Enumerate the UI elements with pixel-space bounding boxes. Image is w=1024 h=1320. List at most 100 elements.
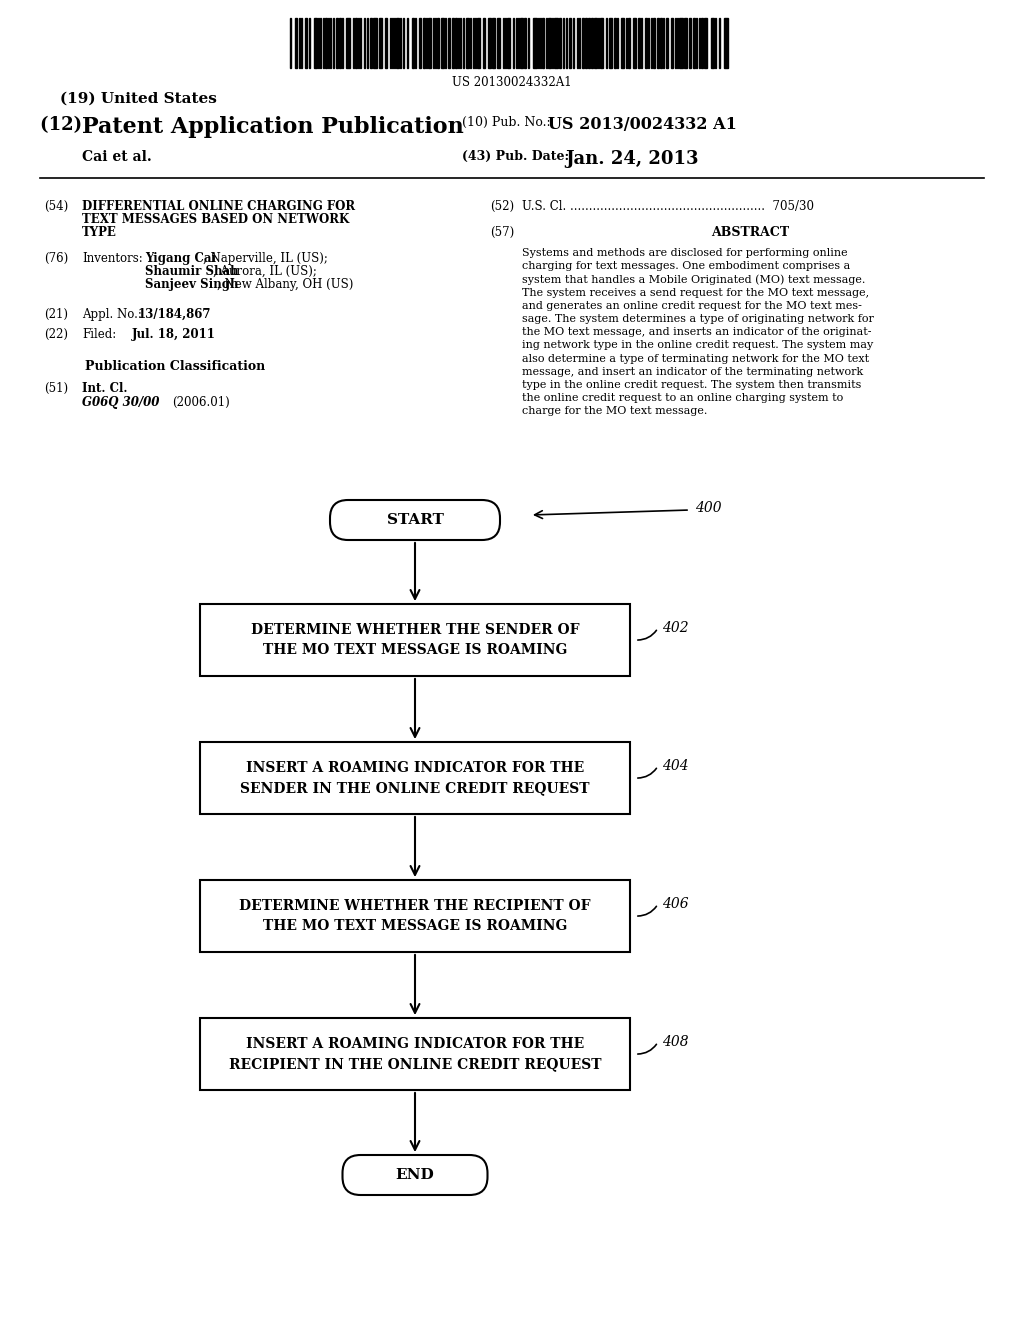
Bar — [666, 18, 668, 69]
Bar — [419, 18, 421, 69]
Bar — [628, 18, 630, 69]
Text: , Aurora, IL (US);: , Aurora, IL (US); — [213, 265, 316, 279]
Text: Publication Classification: Publication Classification — [85, 360, 265, 374]
Bar — [295, 18, 297, 69]
Text: Inventors:: Inventors: — [82, 252, 142, 265]
Text: US 2013/0024332 A1: US 2013/0024332 A1 — [548, 116, 737, 133]
Bar — [455, 18, 457, 69]
Text: (54): (54) — [44, 201, 69, 213]
Bar — [497, 18, 500, 69]
Text: Systems and methods are disclosed for performing online: Systems and methods are disclosed for pe… — [522, 248, 848, 257]
Bar — [441, 18, 444, 69]
Text: Cai et al.: Cai et al. — [82, 150, 152, 164]
Bar — [396, 18, 399, 69]
Text: (12): (12) — [40, 116, 88, 135]
Bar — [711, 18, 714, 69]
Bar — [305, 18, 307, 69]
Text: DETERMINE WHETHER THE RECIPIENT OF: DETERMINE WHETHER THE RECIPIENT OF — [240, 899, 591, 913]
Bar — [542, 18, 544, 69]
Bar — [660, 18, 662, 69]
Bar — [483, 18, 485, 69]
Bar — [588, 18, 590, 69]
Text: system that handles a Mobile Originated (MO) text message.: system that handles a Mobile Originated … — [522, 275, 865, 285]
Text: 404: 404 — [662, 759, 688, 774]
Bar — [621, 18, 624, 69]
Bar — [684, 18, 687, 69]
Bar — [548, 18, 551, 69]
Text: Yigang Cai: Yigang Cai — [145, 252, 216, 265]
Bar — [200, 605, 630, 676]
Bar — [355, 18, 357, 69]
Text: Filed:: Filed: — [82, 327, 117, 341]
Text: The system receives a send request for the MO text message,: The system receives a send request for t… — [522, 288, 869, 297]
Bar — [492, 18, 495, 69]
Bar — [657, 18, 659, 69]
Bar — [373, 18, 377, 69]
Bar — [554, 18, 558, 69]
Bar — [633, 18, 636, 69]
Text: DIFFERENTIAL ONLINE CHARGING FOR: DIFFERENTIAL ONLINE CHARGING FOR — [82, 201, 355, 213]
Bar — [534, 18, 537, 69]
Text: Jan. 24, 2013: Jan. 24, 2013 — [565, 150, 698, 168]
Text: (76): (76) — [44, 252, 69, 265]
Text: RECIPIENT IN THE ONLINE CREDIT REQUEST: RECIPIENT IN THE ONLINE CREDIT REQUEST — [228, 1057, 601, 1071]
Bar — [449, 18, 450, 69]
Bar — [585, 18, 587, 69]
Text: ing network type in the online credit request. The system may: ing network type in the online credit re… — [522, 341, 873, 350]
Text: Sanjeev Singh: Sanjeev Singh — [145, 279, 239, 290]
Text: also determine a type of terminating network for the MO text: also determine a type of terminating net… — [522, 354, 869, 363]
Bar — [423, 18, 425, 69]
Text: 400: 400 — [695, 502, 722, 515]
Bar — [569, 18, 571, 69]
Text: THE MO TEXT MESSAGE IS ROAMING: THE MO TEXT MESSAGE IS ROAMING — [263, 643, 567, 657]
Text: charging for text messages. One embodiment comprises a: charging for text messages. One embodime… — [522, 261, 850, 271]
Text: the MO text message, and inserts an indicator of the originat-: the MO text message, and inserts an indi… — [522, 327, 871, 337]
Text: (2006.01): (2006.01) — [172, 396, 229, 409]
Text: 406: 406 — [662, 898, 688, 911]
Text: DETERMINE WHETHER THE SENDER OF: DETERMINE WHETHER THE SENDER OF — [251, 623, 580, 638]
Text: (21): (21) — [44, 308, 68, 321]
Bar — [385, 18, 387, 69]
Bar — [336, 18, 338, 69]
Bar — [653, 18, 655, 69]
Text: SENDER IN THE ONLINE CREDIT REQUEST: SENDER IN THE ONLINE CREDIT REQUEST — [241, 781, 590, 795]
Bar — [689, 18, 691, 69]
Text: type in the online credit request. The system then transmits: type in the online credit request. The s… — [522, 380, 861, 389]
Bar — [609, 18, 612, 69]
Bar — [524, 18, 526, 69]
Text: END: END — [395, 1168, 434, 1181]
Text: charge for the MO text message.: charge for the MO text message. — [522, 407, 708, 416]
Bar — [346, 18, 350, 69]
Bar — [452, 18, 454, 69]
Text: Int. Cl.: Int. Cl. — [82, 381, 128, 395]
Text: , Naperville, IL (US);: , Naperville, IL (US); — [203, 252, 328, 265]
Text: US 20130024332A1: US 20130024332A1 — [453, 77, 571, 88]
Bar — [507, 18, 510, 69]
Text: (43) Pub. Date:: (43) Pub. Date: — [462, 150, 569, 162]
Text: 408: 408 — [662, 1035, 688, 1049]
Bar — [614, 18, 616, 69]
Bar — [477, 18, 480, 69]
Text: and generates an online credit request for the MO text mes-: and generates an online credit request f… — [522, 301, 862, 310]
Bar — [693, 18, 695, 69]
Bar — [591, 18, 593, 69]
Bar — [200, 742, 630, 814]
Bar — [200, 1018, 630, 1090]
Bar — [314, 18, 317, 69]
Text: (19) United States: (19) United States — [60, 92, 217, 106]
Text: TEXT MESSAGES BASED ON NETWORK: TEXT MESSAGES BASED ON NETWORK — [82, 213, 349, 226]
Bar — [600, 18, 603, 69]
Text: Appl. No.:: Appl. No.: — [82, 308, 145, 321]
Bar — [701, 18, 703, 69]
Text: , New Albany, OH (US): , New Albany, OH (US) — [217, 279, 353, 290]
Bar — [325, 18, 327, 69]
FancyBboxPatch shape — [330, 500, 500, 540]
Bar — [520, 18, 523, 69]
Bar — [412, 18, 414, 69]
Bar — [594, 18, 597, 69]
Bar — [488, 18, 490, 69]
Bar — [200, 880, 630, 952]
Bar — [559, 18, 561, 69]
Text: the online credit request to an online charging system to: the online credit request to an online c… — [522, 393, 843, 403]
Text: (52): (52) — [490, 201, 514, 213]
